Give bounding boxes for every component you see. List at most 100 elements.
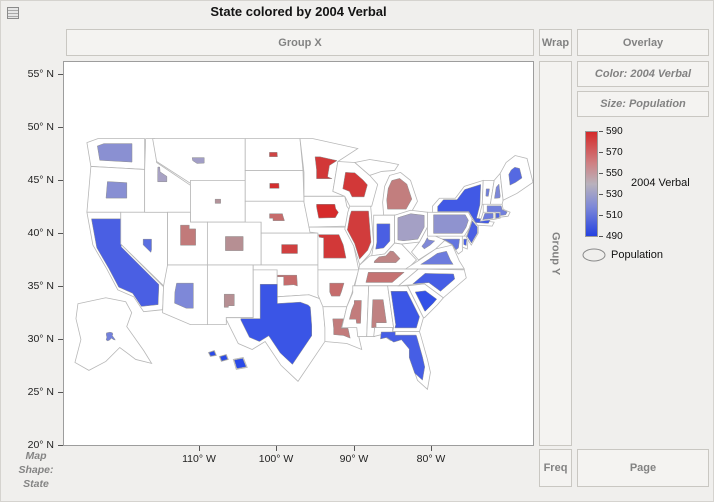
x-axis-tick-label: 110° W [182,453,216,465]
state-marker-IN[interactable] [375,223,391,250]
state-marker-OR[interactable] [105,181,128,199]
state-marker-MN[interactable] [314,156,338,179]
gradient-tick: 530 [599,189,623,200]
state-marker-DE[interactable] [463,238,467,246]
color-gradient-title: 2004 Verbal [631,177,690,189]
state-marker-GA[interactable] [390,291,420,329]
drop-zone-overlay[interactable]: Overlay [577,29,709,56]
y-axis-tick-mark [58,286,63,287]
y-axis-tick-label: 40° N [27,227,54,239]
y-axis-tick-label: 30° N [27,333,54,345]
drop-zone-overlay-label: Overlay [622,36,664,49]
map-shape-zone[interactable]: Map Shape: State [9,449,63,491]
state-marker-FL[interactable] [380,331,426,381]
legend-size-variable[interactable]: Size: Population [577,91,709,117]
state-marker-MO[interactable] [318,234,347,259]
drop-zone-wrap[interactable]: Wrap [539,29,572,56]
x-axis-tick-label: 90° W [339,453,369,465]
state-marker-CT[interactable] [482,213,494,220]
x-axis-tick-label: 80° W [416,453,446,465]
state-marker-AL[interactable] [371,299,387,328]
gradient-tick: 570 [599,147,623,158]
y-axis-tick-mark [58,127,63,128]
x-axis-tick-mark [354,446,355,451]
state-marker-AZ[interactable] [174,282,194,309]
state-marker-OH[interactable] [397,213,425,242]
state-marker-KS[interactable] [281,244,298,254]
state-marker-IL[interactable] [347,210,372,260]
y-axis-tick-label: 45° N [27,174,54,186]
state-marker-WV[interactable] [421,236,436,250]
y-axis-tick-mark [58,233,63,234]
state-marker-NV[interactable] [142,238,152,253]
state-marker-NH[interactable] [494,183,501,199]
drop-zone-wrap-label: Wrap [541,36,570,49]
map-shape-line3: State [23,478,49,490]
state-marker-TX[interactable] [240,283,312,365]
size-legend-item[interactable]: Population [581,247,663,263]
gradient-tick: 510 [599,210,623,221]
map-shape-line2: Shape: [18,464,54,476]
state-marker-WA[interactable] [97,143,133,163]
state-marker-AK[interactable] [105,331,116,342]
state-marker-PA[interactable] [433,214,469,234]
y-axis-tick-mark [58,445,63,446]
state-marker-NJ[interactable] [466,220,478,244]
state-marker-HI3[interactable] [233,358,247,369]
size-legend-label: Population [611,249,663,261]
state-marker-IA[interactable] [316,204,339,219]
state-marker-MD[interactable] [442,238,460,251]
y-axis-tick-mark [58,74,63,75]
x-axis[interactable]: 110° W 100° W 90° W 80° W [63,446,534,468]
state-marker-HI1[interactable] [208,350,217,357]
y-axis-tick-label: 20° N [27,439,54,451]
drop-zone-page[interactable]: Page [577,449,709,487]
state-marker-AR[interactable] [329,282,345,297]
state-marker-WY[interactable] [214,198,221,204]
drop-zone-group-x-label: Group X [278,36,322,49]
state-shape-MI_UP[interactable] [353,159,400,176]
state-marker-RI[interactable] [495,212,500,219]
state-marker-SC[interactable] [414,290,438,312]
y-axis-tick-mark [58,392,63,393]
drop-zone-group-x[interactable]: Group X [66,29,534,56]
legend-size-variable-label: Size: Population [600,98,686,110]
y-axis[interactable]: 55° N 50° N 45° N 40° N 35° N 30° N 25° N 20° N [1,61,63,451]
state-marker-VT[interactable] [485,188,490,197]
state-marker-NM[interactable] [223,293,235,308]
y-axis-tick-mark [58,339,63,340]
state-marker-UT[interactable] [180,224,196,246]
gradient-tick: 490 [599,231,623,242]
state-marker-ME[interactable] [508,166,523,186]
state-marker-WI[interactable] [342,172,368,198]
y-axis-tick-label: 35° N [27,280,54,292]
legend-color-variable[interactable]: Color: 2004 Verbal [577,61,709,87]
state-marker-ND[interactable] [269,152,278,157]
drop-zone-freq[interactable]: Freq [539,449,572,487]
y-axis-tick-label: 50° N [27,121,54,133]
color-gradient-bar[interactable] [585,131,598,237]
y-axis-tick-label: 25° N [27,386,54,398]
plot-area[interactable] [63,61,534,446]
state-marker-CO[interactable] [225,236,244,251]
state-marker-MI[interactable] [386,178,413,210]
us-map [74,138,533,391]
state-marker-TN[interactable] [365,272,405,283]
x-axis-tick-mark [199,446,200,451]
state-marker-NE[interactable] [269,213,285,221]
state-marker-KY[interactable] [373,250,401,263]
drop-zone-freq-label: Freq [543,462,568,474]
state-shape-AK[interactable] [74,297,153,371]
grip-icon[interactable] [7,7,19,19]
state-marker-SD[interactable] [269,183,280,189]
state-marker-NC[interactable] [412,273,456,292]
map-shape-line1: Map [25,450,47,462]
state-marker-ID[interactable] [157,166,168,183]
state-marker-VA[interactable] [419,250,454,265]
state-marker-MS[interactable] [349,300,362,324]
state-marker-HI2[interactable] [219,354,228,362]
gradient-tick: 590 [599,126,623,137]
y-axis-tick-label: 55° N [27,68,54,80]
state-marker-MT[interactable] [191,157,205,164]
drop-zone-group-y[interactable]: Group Y [539,61,572,446]
